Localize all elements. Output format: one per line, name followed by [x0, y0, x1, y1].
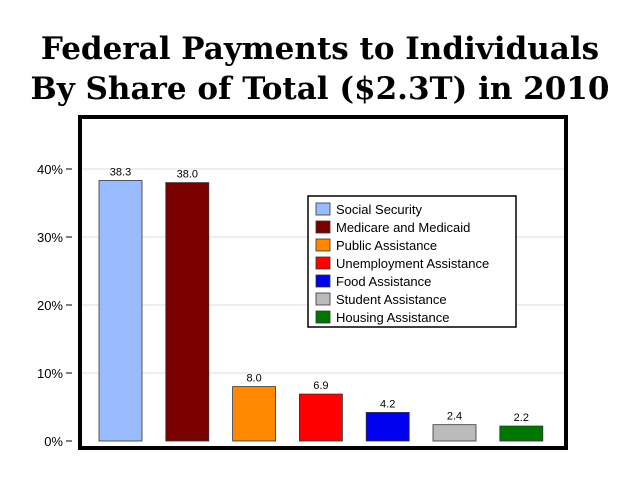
- bar-student-assistance: [432, 424, 477, 442]
- y-tick-label: 10%: [37, 366, 63, 381]
- y-tick-label: 40%: [37, 162, 63, 177]
- legend-entry: Student Assistance: [336, 292, 447, 307]
- legend-swatch: [315, 274, 331, 288]
- plot-frame: [78, 115, 568, 450]
- bar-medicare-and-medicaid: [165, 182, 210, 442]
- bar-food-assistance: [365, 412, 410, 442]
- bar-social-security: [98, 180, 143, 442]
- data-label: 6.9: [313, 380, 328, 392]
- legend-entry: Food Assistance: [336, 274, 431, 289]
- legend-entry: Housing Assistance: [336, 310, 449, 325]
- legend-entry: Unemployment Assistance: [336, 256, 489, 271]
- data-label: 8.0: [246, 373, 261, 385]
- chart-title-line-1: Federal Payments to Individuals: [40, 31, 600, 67]
- data-label: 4.2: [380, 398, 395, 410]
- bar-housing-assistance: [499, 425, 544, 442]
- legend-box: [307, 195, 517, 328]
- bar-unemployment-assistance: [298, 393, 343, 442]
- data-label: 2.2: [514, 412, 529, 424]
- y-tick-label: 20%: [37, 298, 63, 313]
- legend-swatch: [315, 292, 331, 306]
- chart-title-line-2: By Share of Total ($2.3T) in 2010: [30, 71, 610, 107]
- data-label: 2.4: [447, 411, 462, 423]
- data-labels: 38.3 38.0 8.0 6.9 4.2 2.4 2.2: [110, 167, 529, 424]
- legend-entry: Medicare and Medicaid: [336, 220, 470, 235]
- legend-swatch: [315, 310, 331, 324]
- legend-swatch: [315, 202, 331, 216]
- legend-swatch: [315, 220, 331, 234]
- legend-swatch: [315, 238, 331, 252]
- data-label: 38.0: [177, 169, 198, 181]
- legend-entry: Social Security: [336, 202, 422, 217]
- y-tick-label: 30%: [37, 230, 63, 245]
- legend-swatch: [315, 256, 331, 270]
- legend-entry: Public Assistance: [336, 238, 437, 253]
- bar-public-assistance: [232, 386, 277, 442]
- data-label: 38.3: [110, 167, 131, 179]
- legend: Social Security Medicare and Medicaid Publ…: [307, 195, 517, 328]
- y-tick-label: 0%: [44, 434, 63, 449]
- y-axis: 0% 10% 20% 30% 40%: [37, 162, 72, 449]
- bars: [98, 180, 544, 442]
